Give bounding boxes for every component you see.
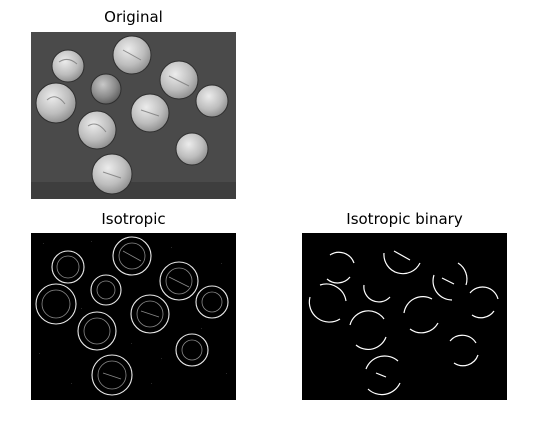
coin-edge-fragment [471,310,495,319]
isotropic-background [31,233,236,400]
isotropic-edges [35,236,229,396]
coin-edge-fragment [383,252,421,275]
coin-edge-fragment [409,322,439,334]
coin-edge [195,285,229,319]
binary-background [302,233,507,400]
coin-edge-fragment [457,262,468,286]
coin-edge-fragment [432,274,453,301]
coin-edge-fragment [319,283,347,302]
coin-edge-fragment [349,310,385,326]
isotropic-image [31,233,236,400]
isotropic-binary-canvas [302,233,507,400]
coin [35,82,77,124]
panel-title-isotropic: Isotropic [101,210,166,228]
panel-title-original: Original [104,8,163,26]
coin-edge [159,261,199,301]
coin-edge-fragment [449,334,477,344]
coin-edge [90,274,122,306]
coin-edge [51,250,85,284]
coin [90,73,122,105]
coin-edge [91,354,133,396]
coin-edge-fragment [365,355,399,370]
coin [195,84,229,118]
coin-edge-fragment [363,284,391,303]
coin-edge [35,283,77,325]
coin [77,110,117,150]
original-image [31,32,236,199]
coin-edge-fragment [403,296,433,314]
coin-edge-fragment [355,336,387,351]
coin-edge-fragment [367,382,401,396]
coin-edge-fragment [326,276,351,284]
coin-edge-fragment [469,286,499,300]
coin-edge [77,311,117,351]
isotropic-binary-image [302,233,507,400]
binary-edges [308,250,499,396]
coin-edge-fragment [453,354,479,367]
original-image-canvas [31,32,236,199]
coin [91,153,133,195]
panel-title-isotropic-binary: Isotropic binary [346,210,463,228]
coin-edge [130,294,170,334]
coin-edge-fragment [329,251,355,264]
coin-edge [175,333,209,367]
coin [159,60,199,100]
coin [51,49,85,83]
coin-edge [112,236,152,276]
isotropic-image-canvas [31,233,236,400]
coin [175,132,209,166]
coin-edge-fragment [308,296,341,323]
